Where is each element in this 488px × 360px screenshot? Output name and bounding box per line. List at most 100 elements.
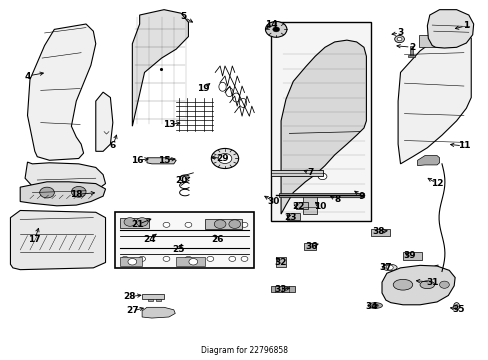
Polygon shape bbox=[10, 211, 105, 270]
Text: 38: 38 bbox=[371, 228, 384, 237]
Polygon shape bbox=[397, 30, 470, 164]
Bar bbox=[304, 243, 316, 250]
Circle shape bbox=[139, 222, 145, 227]
Ellipse shape bbox=[371, 304, 378, 307]
Text: 36: 36 bbox=[305, 242, 317, 251]
Text: 10: 10 bbox=[313, 202, 325, 211]
Circle shape bbox=[214, 220, 225, 228]
Circle shape bbox=[241, 222, 247, 227]
Polygon shape bbox=[427, 10, 473, 48]
Text: 31: 31 bbox=[425, 278, 438, 287]
Text: 39: 39 bbox=[402, 251, 415, 260]
Circle shape bbox=[228, 222, 235, 227]
Bar bbox=[271, 286, 294, 292]
Polygon shape bbox=[25, 162, 105, 194]
Polygon shape bbox=[132, 10, 188, 126]
Circle shape bbox=[206, 222, 213, 227]
Circle shape bbox=[188, 258, 197, 265]
Text: 16: 16 bbox=[131, 156, 143, 165]
Circle shape bbox=[128, 258, 137, 265]
Circle shape bbox=[184, 256, 191, 261]
Bar bbox=[148, 299, 153, 301]
Text: 37: 37 bbox=[379, 264, 391, 273]
Polygon shape bbox=[147, 158, 176, 164]
Circle shape bbox=[218, 153, 231, 163]
Bar bbox=[276, 257, 285, 267]
Bar bbox=[402, 252, 422, 260]
Bar bbox=[120, 218, 149, 228]
Text: 12: 12 bbox=[430, 179, 443, 188]
Text: 33: 33 bbox=[274, 285, 287, 294]
Polygon shape bbox=[417, 156, 439, 166]
Ellipse shape bbox=[392, 279, 412, 290]
Text: 13: 13 bbox=[163, 120, 175, 129]
Circle shape bbox=[211, 148, 238, 168]
Circle shape bbox=[228, 220, 240, 228]
Text: Diagram for 22796858: Diagram for 22796858 bbox=[201, 346, 287, 355]
Circle shape bbox=[122, 256, 128, 261]
Ellipse shape bbox=[453, 303, 459, 310]
Text: 2: 2 bbox=[409, 43, 415, 52]
Bar bbox=[409, 45, 412, 56]
Text: 3: 3 bbox=[397, 28, 403, 37]
Text: 20: 20 bbox=[175, 176, 187, 185]
Bar bbox=[278, 193, 363, 197]
Text: 30: 30 bbox=[267, 197, 279, 206]
Bar bbox=[287, 213, 299, 220]
Circle shape bbox=[396, 37, 401, 41]
Circle shape bbox=[272, 27, 279, 32]
Text: 24: 24 bbox=[143, 235, 155, 244]
Text: 17: 17 bbox=[28, 235, 41, 244]
Bar bbox=[295, 202, 307, 209]
Ellipse shape bbox=[382, 264, 396, 271]
Circle shape bbox=[136, 218, 148, 226]
Polygon shape bbox=[96, 92, 113, 151]
Text: 21: 21 bbox=[131, 220, 143, 229]
Ellipse shape bbox=[454, 305, 457, 308]
Circle shape bbox=[184, 222, 191, 227]
Text: 23: 23 bbox=[284, 213, 297, 222]
Circle shape bbox=[124, 218, 136, 226]
Ellipse shape bbox=[367, 303, 382, 309]
Text: 14: 14 bbox=[264, 19, 277, 28]
Text: 7: 7 bbox=[306, 168, 313, 177]
Bar bbox=[115, 212, 254, 268]
Polygon shape bbox=[27, 24, 96, 160]
Bar bbox=[370, 229, 389, 235]
Polygon shape bbox=[142, 307, 175, 318]
Circle shape bbox=[265, 22, 286, 37]
Circle shape bbox=[228, 256, 235, 261]
Text: 27: 27 bbox=[126, 306, 139, 315]
Bar bbox=[120, 257, 142, 266]
Bar bbox=[407, 55, 414, 57]
Text: 19: 19 bbox=[196, 84, 209, 93]
Circle shape bbox=[40, 187, 54, 198]
Circle shape bbox=[71, 186, 86, 197]
Text: 4: 4 bbox=[24, 72, 31, 81]
Text: 5: 5 bbox=[180, 12, 186, 21]
Bar bbox=[303, 194, 316, 214]
Circle shape bbox=[163, 222, 169, 227]
Text: 6: 6 bbox=[109, 141, 116, 150]
Text: 32: 32 bbox=[274, 258, 287, 267]
Text: 29: 29 bbox=[216, 154, 228, 163]
Circle shape bbox=[439, 281, 448, 288]
Circle shape bbox=[163, 256, 169, 261]
Circle shape bbox=[394, 36, 404, 42]
Circle shape bbox=[386, 265, 392, 270]
Text: 1: 1 bbox=[462, 21, 468, 30]
Text: 25: 25 bbox=[172, 246, 184, 255]
Text: 26: 26 bbox=[211, 235, 224, 244]
Text: 18: 18 bbox=[70, 190, 82, 199]
Bar bbox=[271, 170, 322, 176]
Text: 8: 8 bbox=[333, 195, 340, 204]
Circle shape bbox=[139, 256, 145, 261]
Text: 15: 15 bbox=[158, 156, 170, 165]
Polygon shape bbox=[281, 40, 366, 214]
Circle shape bbox=[318, 173, 326, 180]
Bar bbox=[142, 294, 163, 299]
Text: 28: 28 bbox=[123, 292, 136, 301]
Bar bbox=[156, 299, 160, 301]
Text: 11: 11 bbox=[457, 141, 469, 150]
Text: 34: 34 bbox=[364, 302, 377, 311]
